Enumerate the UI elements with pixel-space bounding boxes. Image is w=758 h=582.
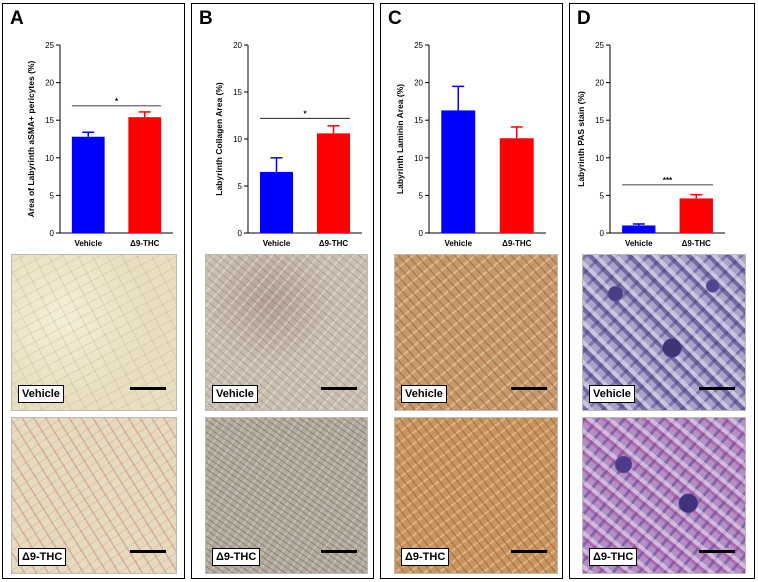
y-tick-label: 10 <box>414 154 423 163</box>
bar-thc <box>128 117 162 233</box>
micrograph-thc: Δ9-THC <box>11 417 177 574</box>
panel-c: C 0 5 10 15 20 25 Labyrinth Laminin Area (%) Ve… <box>380 3 563 579</box>
panel-letter: A <box>10 8 24 29</box>
y-axis-title: Labyrinth Collagen Area (%) <box>214 82 224 196</box>
y-tick-label: 0 <box>50 229 55 238</box>
significance-label: * <box>303 109 307 118</box>
y-tick-label: 15 <box>414 116 423 125</box>
y-axis-title: Labyrinth Laminin Area (%) <box>395 84 405 194</box>
bar-chart: 0 5 10 15 20 25 Area of Labyrinth aSMA+ pericy… <box>26 41 173 248</box>
y-tick-label: 5 <box>238 182 243 191</box>
x-category-label: Δ9-THC <box>502 239 532 248</box>
bar-thc <box>316 133 351 233</box>
significance-label: * <box>115 97 119 106</box>
y-tick-label: 25 <box>595 41 604 50</box>
scale-bar <box>699 550 735 553</box>
micrograph-vehicle: Vehicle <box>205 254 368 411</box>
y-tick-label: 5 <box>50 191 55 200</box>
micrograph-vehicle: Vehicle <box>582 254 746 411</box>
scale-bar <box>321 387 357 390</box>
scale-bar <box>511 387 547 390</box>
micrograph-vehicle: Vehicle <box>11 254 177 411</box>
bar-vehicle <box>441 110 476 233</box>
panel-letter: B <box>199 8 213 29</box>
micrograph-vehicle: Vehicle <box>394 254 558 411</box>
x-category-label: Vehicle <box>74 239 102 248</box>
micrograph-thc: Δ9-THC <box>394 417 558 574</box>
micrograph-thc: Δ9-THC <box>582 417 746 574</box>
y-tick-label: 20 <box>414 79 423 88</box>
panel-a: A 0 5 10 15 20 25 Area of Labyrinth aSMA+ peri… <box>2 3 185 579</box>
x-category-label: Vehicle <box>263 239 291 248</box>
bar-chart: 0 5 10 15 20 25 Labyrinth Laminin Area (%) Vehi… <box>395 41 546 248</box>
micrograph-label: Vehicle <box>212 385 258 403</box>
x-category-label: Δ9-THC <box>319 239 349 248</box>
y-tick-label: 0 <box>600 229 605 238</box>
bar-chart: 0 5 10 15 20 25 Labyrinth PAS stain (%) Vehicle… <box>576 41 725 248</box>
micrograph-label: Δ9-THC <box>18 548 67 566</box>
y-tick-label: 10 <box>233 135 242 144</box>
y-tick-label: 5 <box>600 191 605 200</box>
y-axis-title: Labyrinth PAS stain (%) <box>576 91 586 187</box>
bar-vehicle <box>622 225 656 233</box>
scale-bar <box>699 387 735 390</box>
significance-label: *** <box>663 176 673 185</box>
bar-chart: 0 5 10 15 20 Labyrinth Collagen Area (%) Vehic… <box>214 41 362 248</box>
y-tick-label: 0 <box>238 229 243 238</box>
scale-bar <box>130 550 166 553</box>
micrograph-label: Vehicle <box>401 385 447 403</box>
y-tick-label: 10 <box>45 154 54 163</box>
x-category-label: Vehicle <box>625 239 653 248</box>
scale-bar <box>511 550 547 553</box>
micrograph-thc: Δ9-THC <box>205 417 368 574</box>
y-axis-title: Area of Labyrinth aSMA+ pericytes (%) <box>26 61 36 218</box>
bar-vehicle <box>259 171 294 233</box>
scale-bar <box>321 550 357 553</box>
panel-letter: D <box>577 8 591 29</box>
y-tick-label: 15 <box>233 88 242 97</box>
y-tick-label: 5 <box>419 191 424 200</box>
micrograph-label: Δ9-THC <box>401 548 450 566</box>
x-category-label: Vehicle <box>444 239 472 248</box>
micrograph-label: Δ9-THC <box>589 548 638 566</box>
panel-letter: C <box>388 8 402 29</box>
x-category-label: Δ9-THC <box>682 239 712 248</box>
y-tick-label: 25 <box>45 41 54 50</box>
bar-thc <box>679 198 713 233</box>
bar-thc <box>499 138 534 233</box>
panel-d: D 0 5 10 15 20 25 Labyrinth PAS stain (%) Vehic… <box>569 3 755 579</box>
y-tick-label: 20 <box>595 79 604 88</box>
x-category-label: Δ9-THC <box>130 239 160 248</box>
y-tick-label: 15 <box>595 116 604 125</box>
y-tick-label: 0 <box>419 229 424 238</box>
y-tick-label: 25 <box>414 41 423 50</box>
scale-bar <box>130 387 166 390</box>
y-tick-label: 20 <box>233 41 242 50</box>
micrograph-label: Δ9-THC <box>212 548 261 566</box>
bar-vehicle <box>71 136 105 233</box>
panel-b: B 0 5 10 15 20 Labyrinth Collagen Area (%) Veh… <box>191 3 374 579</box>
y-tick-label: 20 <box>45 79 54 88</box>
y-tick-label: 10 <box>595 154 604 163</box>
micrograph-label: Vehicle <box>18 385 64 403</box>
micrograph-label: Vehicle <box>589 385 635 403</box>
y-tick-label: 15 <box>45 116 54 125</box>
